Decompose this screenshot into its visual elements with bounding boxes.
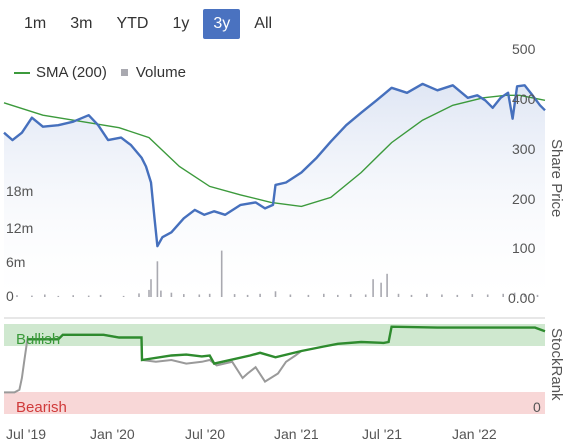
- price-tick-400: 400: [512, 91, 536, 107]
- sma-legend-label[interactable]: SMA (200): [36, 64, 107, 81]
- volume-bar-6: [99, 294, 102, 297]
- x-tick-jul-19: Jul '19: [6, 426, 46, 442]
- bearish-band: [4, 392, 545, 414]
- volume-bar-40: [523, 294, 526, 297]
- volume-legend-label[interactable]: Volume: [135, 64, 186, 81]
- x-tick-jan-21: Jan '21: [274, 426, 319, 442]
- volume-bar-1: [31, 295, 33, 297]
- volume-bar-10: [150, 279, 152, 297]
- range-button-all[interactable]: All: [254, 15, 273, 32]
- volume-bar-28: [372, 279, 374, 297]
- volume-bar-9: [148, 289, 150, 297]
- volume-bar-23: [307, 294, 310, 297]
- stockrank-bottom-label: 0: [533, 399, 541, 415]
- range-button-3y[interactable]: 3y: [203, 9, 241, 39]
- stockrank-line-bullish: [27, 325, 546, 365]
- price-area-layer: [4, 83, 545, 298]
- volume-bar-5: [87, 295, 90, 297]
- range-button-1y[interactable]: 1y: [172, 15, 190, 32]
- range-button-ytd[interactable]: YTD: [116, 15, 149, 32]
- volume-bar-21: [274, 291, 277, 297]
- price-layer: [3, 82, 546, 248]
- volume-bar-25: [337, 294, 339, 297]
- bearish-band-label: Bearish: [16, 399, 67, 416]
- volume-bar-37: [486, 294, 489, 297]
- volume-bar-19: [246, 294, 249, 297]
- range-button-3m[interactable]: 3m: [70, 15, 93, 32]
- volume-bar-11: [156, 261, 159, 297]
- volume-tick-12m: 12m: [6, 220, 33, 236]
- volume-bar-26: [349, 294, 352, 297]
- x-tick-jan-22: Jan '22: [452, 426, 497, 442]
- volume-tick-18m: 18m: [6, 183, 33, 199]
- volume-bar-24: [323, 293, 325, 297]
- chart-legend: SMA (200) Volume: [14, 64, 186, 81]
- price-line: [3, 82, 546, 248]
- share-price-axis-label: Share Price: [548, 139, 565, 217]
- range-button-1m[interactable]: 1m: [24, 15, 47, 32]
- price-tick-200: 200: [512, 191, 536, 207]
- price-tick-100: 100: [512, 240, 536, 256]
- bullish-band: [4, 324, 545, 346]
- volume-bar-7: [122, 295, 125, 297]
- range-selector: 1m 3m YTD 1y 3y All: [14, 9, 282, 39]
- volume-layer: [16, 250, 539, 297]
- volume-bar-20: [259, 293, 261, 297]
- volume-bar-32: [410, 294, 413, 297]
- volume-bar-33: [426, 293, 428, 297]
- volume-bar-12: [160, 290, 162, 297]
- price-tick-500: 500: [512, 41, 536, 57]
- volume-bar-31: [397, 293, 400, 297]
- stockrank-axis-label: StockRank: [548, 328, 565, 401]
- volume-bar-0: [16, 295, 18, 297]
- x-tick-jul-21: Jul '21: [362, 426, 402, 442]
- volume-bar-18: [233, 294, 236, 297]
- volume-bar-4: [72, 295, 74, 297]
- volume-bar-39: [513, 292, 516, 297]
- volume-bar-29: [380, 282, 382, 297]
- volume-bar-3: [57, 295, 60, 297]
- volume-bar-22: [289, 294, 292, 297]
- volume-bar-36: [471, 294, 474, 297]
- volume-tick-6m: 6m: [6, 254, 25, 270]
- volume-bar-16: [208, 293, 211, 297]
- volume-bar-15: [198, 294, 201, 297]
- volume-bar-17: [220, 250, 223, 297]
- volume-legend-swatch: [120, 69, 128, 76]
- sma-legend-swatch: [14, 71, 30, 74]
- x-tick-jan-20: Jan '20: [90, 426, 135, 442]
- volume-bar-41: [536, 294, 539, 297]
- volume-bar-38: [502, 293, 504, 297]
- volume-tick-0: 0: [6, 288, 14, 304]
- stockrank-line-neutral: [4, 333, 302, 394]
- bullish-band-label: Bullish: [16, 331, 60, 348]
- price-tick-300: 300: [512, 141, 536, 157]
- volume-bar-35: [456, 294, 459, 297]
- x-tick-jul-20: Jul '20: [185, 426, 225, 442]
- volume-bar-13: [170, 292, 173, 297]
- volume-bar-2: [44, 294, 46, 297]
- volume-bar-30: [386, 273, 388, 297]
- volume-bar-8: [138, 293, 140, 297]
- price-area: [4, 83, 545, 298]
- volume-bar-27: [364, 294, 367, 297]
- stockrank-layer: [4, 325, 546, 394]
- volume-bar-14: [183, 294, 185, 297]
- volume-bar-34: [441, 294, 443, 297]
- price-tick-0: 0.00: [508, 290, 535, 306]
